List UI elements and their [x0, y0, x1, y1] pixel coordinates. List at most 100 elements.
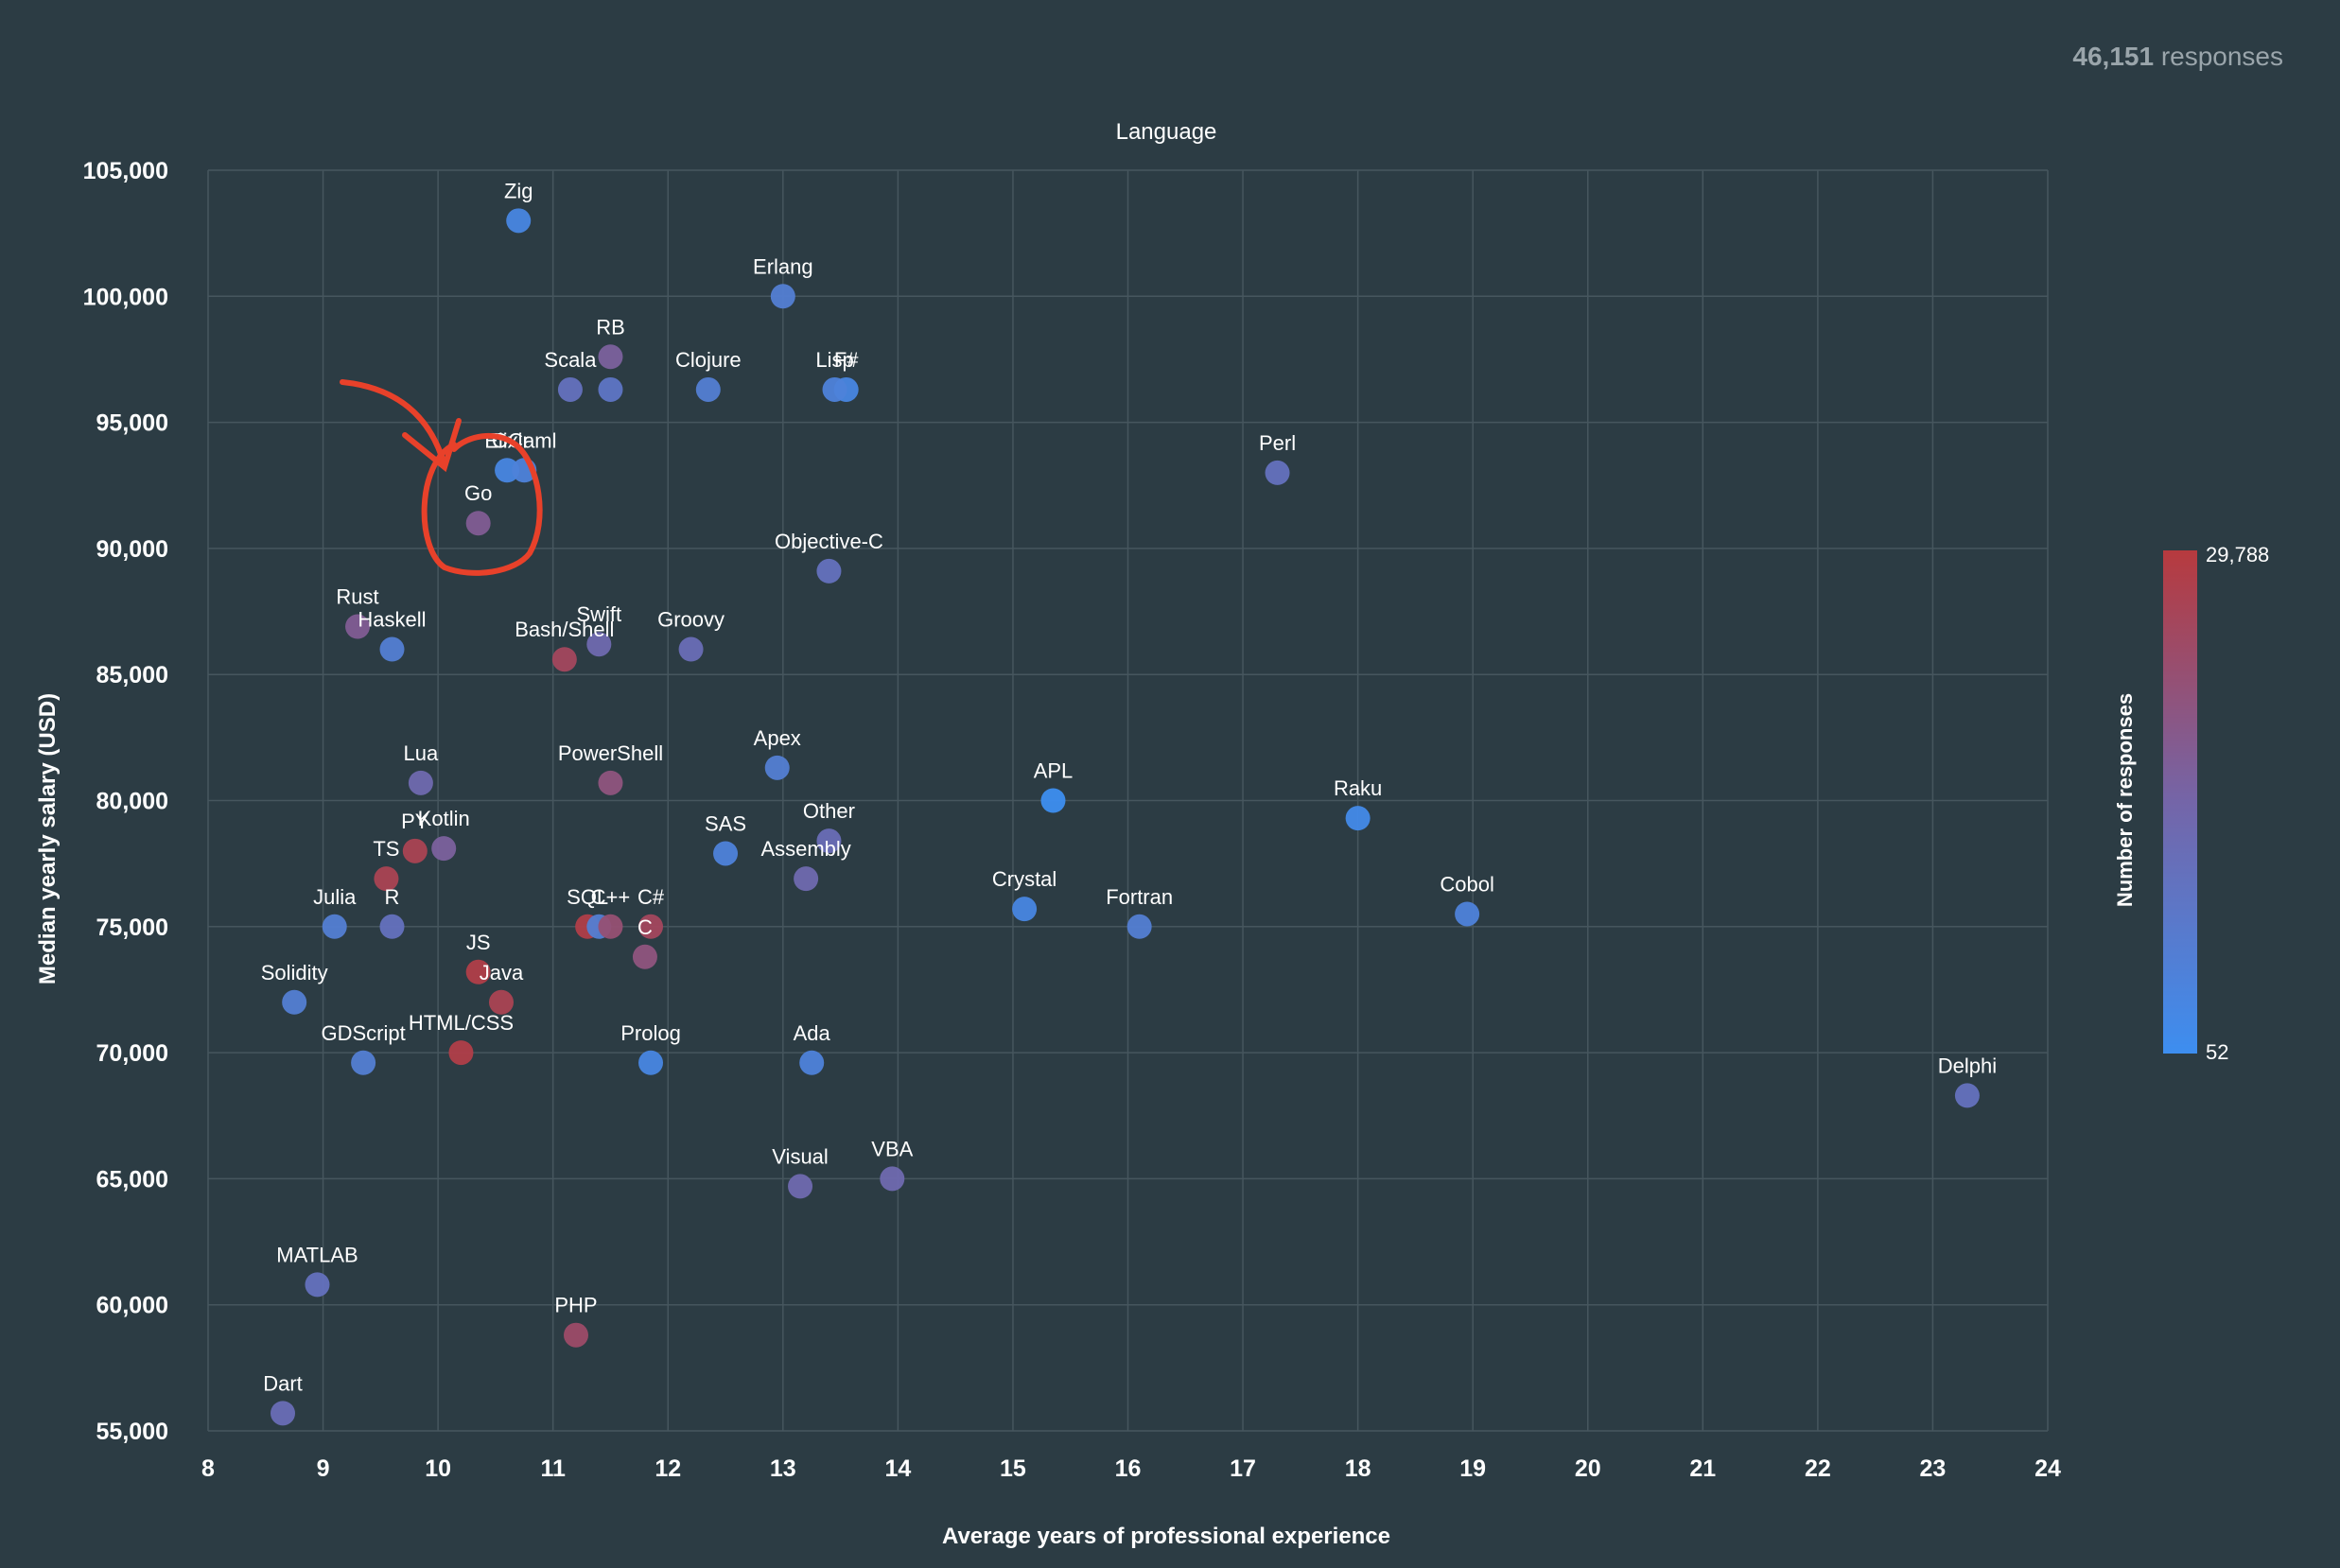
grid [207, 169, 2049, 1432]
x-tick-label: 14 [884, 1455, 911, 1482]
y-tick-label: 85,000 [96, 662, 168, 688]
data-point [1345, 806, 1371, 831]
data-point [770, 284, 795, 309]
point-label: Julia [313, 885, 357, 909]
y-tick-label: 65,000 [96, 1166, 168, 1193]
data-point [1126, 914, 1152, 939]
point-label: Objective-C [775, 530, 883, 553]
data-point [598, 344, 623, 370]
point-label: Assembly [760, 837, 850, 861]
data-point [632, 944, 657, 969]
data-point [402, 838, 428, 863]
data-point [1954, 1083, 1980, 1108]
x-tick-label: 9 [317, 1455, 330, 1482]
x-tick-label: 23 [1920, 1455, 1947, 1482]
axis-ticks: 8 9 10 11 12 13 14 15 16 17 18 19 20 21 22 23 24 55,000 60… [83, 158, 2061, 1482]
data-point [271, 1401, 296, 1426]
x-tick-label: 12 [655, 1455, 681, 1482]
responses-count: 46,151 responses [2072, 42, 2283, 72]
point-label: Perl [1259, 431, 1296, 455]
point-label: RB [596, 315, 625, 339]
y-axis-label: Median yearly salary (USD) [35, 693, 61, 984]
point-label: Clojure [675, 348, 742, 372]
y-tick-label: 95,000 [96, 410, 168, 437]
data-point [506, 208, 532, 234]
data-point [598, 376, 623, 402]
point-label: Swift [576, 602, 621, 626]
data-point [408, 770, 433, 795]
data-point [305, 1272, 330, 1298]
point-label: Go [464, 481, 492, 505]
point-label: C# [637, 885, 665, 909]
data-point [1455, 901, 1480, 927]
point-label: Cobol [1440, 872, 1493, 896]
point-label: Bash/Shell [515, 618, 614, 641]
data-point [1012, 897, 1038, 922]
x-tick-label: 21 [1689, 1455, 1716, 1482]
x-tick-label: 15 [1000, 1455, 1026, 1482]
x-tick-label: 24 [2034, 1455, 2061, 1482]
data-point [465, 511, 491, 536]
y-tick-label: 60,000 [96, 1293, 168, 1319]
data-point [764, 755, 790, 780]
point-label: Kotlin [418, 807, 470, 830]
y-tick-label: 100,000 [83, 284, 168, 310]
data-point [431, 836, 457, 862]
point-label: SQL [567, 885, 608, 909]
x-tick-label: 11 [540, 1455, 566, 1482]
annotation-arrow-head [402, 418, 462, 473]
y-tick-label: 75,000 [96, 915, 168, 941]
point-label: Scala [544, 348, 597, 372]
point-label: Zig [504, 179, 533, 202]
point-label: Visual [772, 1144, 829, 1168]
point-label: PowerShell [558, 741, 663, 765]
responses-number: 46,151 [2072, 42, 2155, 71]
y-tick-label: 90,000 [96, 536, 168, 563]
data-point [880, 1166, 905, 1192]
data-point [322, 914, 347, 939]
data-point [695, 376, 721, 402]
point-label: VBA [871, 1137, 913, 1160]
data-point [345, 614, 371, 639]
point-label: C++ [591, 885, 631, 909]
colorbar-gradient [2163, 550, 2197, 1054]
point-label: GDScript [321, 1021, 405, 1045]
x-tick-label: 13 [770, 1455, 796, 1482]
responses-label: responses [2160, 42, 2283, 71]
point-label: Solidity [261, 961, 328, 984]
data-point [822, 376, 847, 402]
data-point [713, 841, 739, 866]
data-point [799, 1050, 825, 1075]
data-point [374, 866, 399, 892]
point-label: PHP [554, 1294, 597, 1317]
point-label: TS [373, 837, 399, 861]
data-point [598, 914, 623, 939]
x-axis-label: Average years of professional experience [942, 1524, 1390, 1549]
point-label: Delphi [1938, 1054, 1997, 1077]
data-point [495, 458, 520, 483]
point-label: PY [401, 810, 429, 833]
colorbar-title: Number of responses [2113, 693, 2137, 907]
point-label: MATLAB [276, 1243, 358, 1266]
point-label: Dart [263, 1371, 303, 1395]
x-tick-label: 22 [1805, 1455, 1831, 1482]
point-label: Apex [754, 726, 801, 750]
x-tick-label: 17 [1230, 1455, 1256, 1482]
data-point [1265, 460, 1290, 485]
colorbar: 29,788 52 Number of responses [2113, 543, 2269, 1064]
colorbar-max-label: 29,788 [2206, 543, 2269, 566]
data-point [448, 1040, 474, 1066]
point-label: Groovy [657, 608, 725, 632]
data-point [1040, 788, 1066, 813]
point-label: SAS [705, 811, 746, 835]
chart-title: Language [1116, 119, 1217, 145]
x-tick-label: 16 [1115, 1455, 1142, 1482]
point-label: C [637, 915, 653, 939]
data-point [379, 636, 405, 662]
data-point [557, 376, 583, 402]
point-label: HTML/CSS [409, 1011, 514, 1035]
data-point [465, 959, 491, 984]
point-label: Lisp [815, 348, 853, 372]
